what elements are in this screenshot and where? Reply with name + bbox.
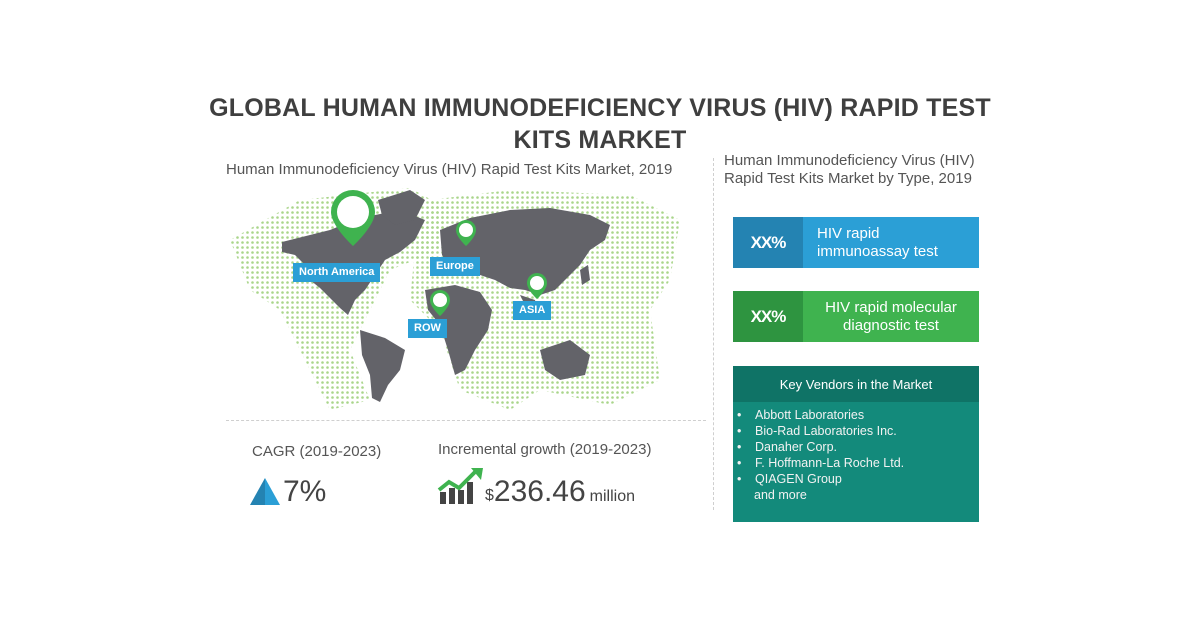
key-vendors-panel: Key Vendors in the Market • Abbott Labora… bbox=[733, 366, 979, 522]
type-section-title: Human Immunodeficiency Virus (HIV) Rapid… bbox=[724, 152, 975, 187]
vendor-name: Danaher Corp. bbox=[755, 440, 837, 454]
vendor-item: • Bio-Rad Laboratories Inc. bbox=[733, 423, 979, 439]
horizontal-divider bbox=[226, 420, 706, 421]
region-label-row: ROW bbox=[408, 319, 447, 338]
growth-value: $236.46 million bbox=[485, 474, 635, 515]
vendors-header: Key Vendors in the Market bbox=[733, 366, 979, 402]
map-subtitle: Human Immunodeficiency Virus (HIV) Rapid… bbox=[226, 161, 673, 178]
vendor-item: • Danaher Corp. bbox=[733, 439, 979, 455]
cagr-label: CAGR (2019-2023) bbox=[252, 443, 382, 460]
growth-label: Incremental growth (2019-2023) bbox=[438, 441, 652, 458]
vertical-divider bbox=[713, 158, 714, 510]
map-pin-icon bbox=[331, 190, 547, 316]
bullet-icon: • bbox=[737, 472, 742, 486]
vendor-name: Abbott Laboratories bbox=[755, 408, 865, 422]
cagr-value: 7% bbox=[283, 475, 327, 508]
vendor-name: F. Hoffmann-La Roche Ltd. bbox=[755, 456, 905, 470]
type-pct: XX% bbox=[733, 291, 803, 342]
vendors-more: and more bbox=[754, 488, 807, 502]
type-pct: XX% bbox=[733, 217, 803, 268]
vendor-list: • Abbott Laboratories • Bio-Rad Laboratori… bbox=[733, 402, 979, 487]
type-item-molecular: XX% HIV rapid molecular diagnostic test bbox=[733, 291, 979, 342]
world-map: North America Europe ROW ASIA bbox=[210, 180, 710, 420]
region-label-europe: Europe bbox=[430, 257, 480, 276]
vendor-item: • Abbott Laboratories bbox=[733, 407, 979, 423]
currency-symbol: $ bbox=[485, 487, 494, 504]
type-label: HIV rapid molecular diagnostic test bbox=[825, 298, 957, 334]
vendor-name: QIAGEN Group bbox=[755, 472, 842, 486]
region-label-north-america: North America bbox=[293, 263, 381, 282]
triangle-up-icon bbox=[250, 478, 280, 505]
vendor-item: • QIAGEN Group bbox=[733, 471, 979, 487]
region-label-asia: ASIA bbox=[513, 301, 552, 320]
vendor-item: • F. Hoffmann-La Roche Ltd. bbox=[733, 455, 979, 471]
vendor-name: Bio-Rad Laboratories Inc. bbox=[755, 424, 897, 438]
bullet-icon: • bbox=[737, 424, 742, 438]
growth-chart-icon bbox=[437, 468, 483, 504]
type-label: HIV rapid immunoassay test bbox=[817, 224, 938, 260]
page-title: GLOBAL HUMAN IMMUNODEFICIENCY VIRUS (HIV… bbox=[209, 94, 991, 154]
type-item-immunoassay: XX% HIV rapid immunoassay test bbox=[733, 217, 979, 268]
bullet-icon: • bbox=[737, 440, 742, 454]
bullet-icon: • bbox=[737, 408, 742, 422]
bullet-icon: • bbox=[737, 456, 742, 470]
world-map-graphic bbox=[230, 188, 680, 410]
growth-unit: million bbox=[589, 488, 636, 505]
growth-amount: 236.46 bbox=[493, 475, 586, 508]
